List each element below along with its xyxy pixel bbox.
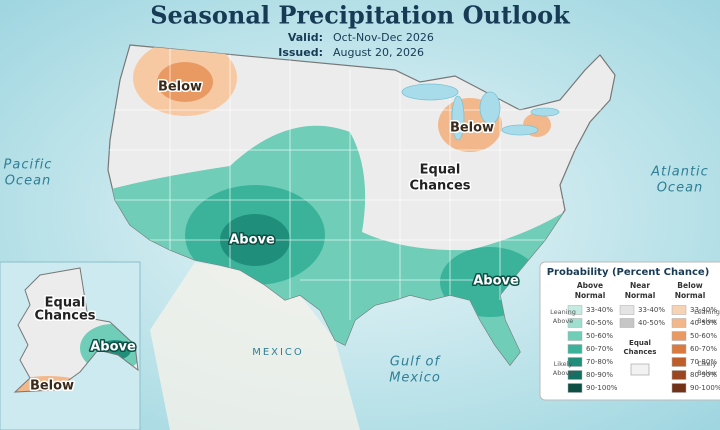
legend-heading: Above: [577, 281, 603, 290]
legend-heading: Below: [677, 281, 703, 290]
issued: August 20, 2026: [333, 46, 424, 59]
region-label: Above: [229, 233, 275, 248]
legend-entry: 40-50%: [638, 319, 665, 327]
legend-swatch: [671, 383, 687, 393]
legend-entry: 70-80%: [586, 358, 613, 366]
legend-entry: 70-80%: [690, 358, 717, 366]
valid-label: Valid:: [288, 31, 323, 44]
legend-swatch: [671, 318, 687, 328]
region-label: Below: [158, 80, 202, 95]
legend-swatch: [619, 318, 635, 328]
legend-entry: 33-40%: [586, 306, 613, 314]
legend-entry: 60-70%: [586, 345, 613, 353]
legend-entry: 33-40%: [690, 306, 717, 314]
valid: Oct-Nov-Dec 2026: [333, 31, 434, 44]
below-nw-core: [157, 62, 213, 102]
place-label: Gulf of: [390, 355, 442, 370]
legend-swatch: [671, 344, 687, 354]
legend-heading: Near: [630, 281, 650, 290]
state-lines: [108, 45, 615, 320]
legend-swatch: [567, 318, 583, 328]
legend-swatch: [671, 331, 687, 341]
legend-entry: 40-50%: [586, 319, 613, 327]
legend-heading: Normal: [575, 291, 606, 300]
place-label: MEXICO: [252, 347, 304, 358]
place-label: Atlantic: [650, 165, 709, 180]
legend-entry: 40-50%: [690, 319, 717, 327]
alaska-outline: [13, 267, 139, 393]
place-label: Ocean: [657, 181, 704, 196]
legend-equal: Equal: [629, 339, 651, 347]
place-label: Ocean: [5, 174, 52, 189]
alaska-label: Above: [90, 340, 136, 355]
region-label: Equal: [420, 163, 461, 178]
region-label: Above: [473, 274, 519, 289]
legend-swatch: [567, 357, 583, 367]
legend-swatch: [671, 305, 687, 315]
legend-entry: 33-40%: [638, 306, 665, 314]
legend-group: Above: [553, 369, 573, 377]
legend-group: Leaning: [694, 308, 720, 316]
legend-swatch: [671, 357, 687, 367]
legend-group: Below: [697, 317, 717, 325]
legend-heading: Normal: [675, 291, 706, 300]
legend-swatch: [567, 370, 583, 380]
legend-entry: 50-60%: [690, 332, 717, 340]
region-label: Below: [450, 121, 494, 136]
mexico-land: [150, 262, 360, 430]
alaska-label: Chances: [34, 309, 95, 324]
legend-swatch: [567, 344, 583, 354]
legend-equal: Chances: [624, 348, 657, 356]
legend-entry: 80-90%: [690, 371, 717, 379]
place-label: Mexico: [389, 371, 441, 386]
legend-group: Above: [553, 317, 573, 325]
legend-heading: Normal: [625, 291, 656, 300]
alaska-label: Equal: [45, 296, 86, 311]
legend-entry: 90-100%: [586, 384, 618, 392]
legend-swatch: [630, 363, 650, 376]
title: Seasonal Precipitation Outlook: [150, 1, 571, 30]
legend-group: Likely: [698, 360, 717, 368]
legend-entry: 90-100%: [690, 384, 720, 392]
legend-entry: 80-90%: [586, 371, 613, 379]
legend-group: Likely: [554, 360, 573, 368]
legend-group: Leaning: [550, 308, 576, 316]
legend-swatch: [567, 383, 583, 393]
legend-group: Below: [697, 369, 717, 377]
legend-swatch: [567, 305, 583, 315]
issued-label: Issued:: [278, 46, 323, 59]
legend-entry: 50-60%: [586, 332, 613, 340]
legend-swatch: [619, 305, 635, 315]
legend-swatch: [671, 370, 687, 380]
legend-swatch: [567, 331, 583, 341]
region-label: Chances: [409, 179, 470, 194]
place-label: Pacific: [4, 158, 53, 173]
legend-title: Probability (Percent Chance): [547, 267, 710, 278]
great-lakes: [401, 83, 560, 141]
legend-entry: 60-70%: [690, 345, 717, 353]
alaska-label: Below: [30, 379, 74, 394]
